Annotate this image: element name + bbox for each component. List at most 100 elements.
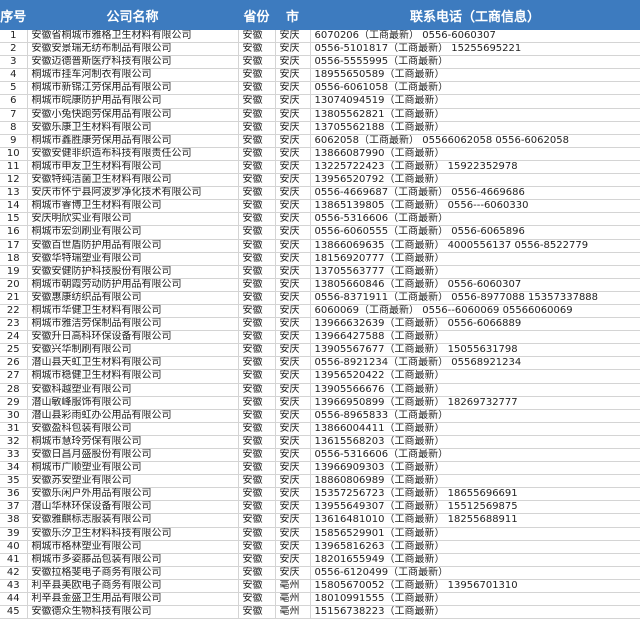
cell-company: 利辛县美欧电子商务有限公司 <box>27 579 239 594</box>
cell-province: 安徽 <box>238 225 276 240</box>
cell-company: 安徽升日高科环保设备有限公司 <box>27 330 239 345</box>
cell-company: 桐城市格林塑业有限公司 <box>27 540 239 554</box>
cell-city: 安庆 <box>275 343 311 358</box>
cell-province: 安徽 <box>238 527 276 541</box>
cell-company: 安徽迈德普斯医疗科技有限公司 <box>27 55 239 70</box>
cell-index: 40 <box>0 540 28 554</box>
cell-phone: 13705562188（工商最新） <box>310 121 640 135</box>
table-row: 37 潜山华林环保设备有限公司 安徽 安庆 13955649307（工商最新） 1551… <box>0 500 640 515</box>
cell-city: 安庆 <box>275 330 311 345</box>
cell-company: 安徽小兔快跑劳保用品有限公司 <box>27 108 239 122</box>
table-row: 6 桐城市皖康防护用品有限公司 安徽 安庆 13074094519（工商最新） <box>0 94 640 109</box>
cell-company: 安徽安景瑞无纺布制品有限公司 <box>27 42 239 57</box>
cell-phone: 18955650589（工商最新） <box>310 68 640 83</box>
cell-company: 安徽乐汐卫生材料科技有限公司 <box>27 527 239 541</box>
cell-city: 亳州 <box>275 592 311 607</box>
cell-phone: 13956520792（工商最新） <box>310 173 640 188</box>
cell-phone: 0556-8371911（工商最新） 0556-8977088 15357337… <box>310 291 640 305</box>
cell-index: 8 <box>0 121 28 135</box>
table-row: 34 桐城市广顺塑业有限公司 安徽 安庆 13966909303（工商最新） <box>0 461 640 476</box>
cell-province: 安徽 <box>238 30 276 44</box>
cell-province: 安徽 <box>238 396 276 410</box>
table-row: 39 安徽乐汐卫生材料科技有限公司 安徽 安庆 15856529901（工商最新） <box>0 527 640 541</box>
cell-province: 安徽 <box>238 513 276 528</box>
cell-city: 安庆 <box>275 199 311 214</box>
cell-city: 安庆 <box>275 369 311 384</box>
cell-company: 潜山华林环保设备有限公司 <box>27 500 239 515</box>
cell-city: 安庆 <box>275 553 311 567</box>
cell-index: 22 <box>0 304 28 319</box>
cell-city: 安庆 <box>275 448 311 463</box>
table-row: 13 安庆市怀宁县阿波罗净化技术有限公司 安徽 安庆 0556-4669687（工商最新… <box>0 186 640 201</box>
cell-phone: 13955649307（工商最新） 15512569875 <box>310 500 640 515</box>
cell-index: 21 <box>0 291 28 305</box>
cell-index: 36 <box>0 487 28 502</box>
cell-province: 安徽 <box>238 435 276 450</box>
cell-index: 13 <box>0 186 28 201</box>
cell-index: 15 <box>0 212 28 227</box>
cell-company: 安徽乐闲户外用品有限公司 <box>27 487 239 502</box>
cell-company: 桐城市新锦江劳保用品有限公司 <box>27 81 239 96</box>
table-row: 25 安徽兴华制刷有限公司 安徽 安庆 13905567677（工商最新） 150556… <box>0 343 640 358</box>
table-row: 16 桐城市宏剑刷业有限公司 安徽 安庆 0556-6060555（工商最新） 0556… <box>0 225 640 240</box>
cell-phone: 13616481010（工商最新） 18255688911 <box>310 513 640 528</box>
cell-city: 安庆 <box>275 396 311 410</box>
cell-index: 12 <box>0 173 28 188</box>
table-row: 43 利辛县美欧电子商务有限公司 安徽 亳州 15805670052（工商最新） 139… <box>0 579 640 594</box>
cell-phone: 13866087990（工商最新） <box>310 147 640 161</box>
cell-city: 安庆 <box>275 435 311 450</box>
cell-company: 安庆明欣实业有限公司 <box>27 212 239 227</box>
cell-company: 安徽安健防护科技股份有限公司 <box>27 265 239 279</box>
cell-index: 17 <box>0 239 28 253</box>
cell-city: 安庆 <box>275 383 311 397</box>
cell-city: 安庆 <box>275 42 311 57</box>
cell-city: 安庆 <box>275 265 311 279</box>
header-company: 公司名称 <box>27 0 239 30</box>
cell-index: 7 <box>0 108 28 122</box>
cell-phone: 0556-8921234（工商最新） 05568921234 <box>310 356 640 371</box>
cell-city: 安庆 <box>275 239 311 253</box>
cell-province: 安徽 <box>238 409 276 423</box>
cell-province: 安徽 <box>238 160 276 175</box>
table-row: 28 安徽科越塑业有限公司 安徽 安庆 13905566676（工商最新） <box>0 383 640 397</box>
table-row: 24 安徽升日高科环保设备有限公司 安徽 安庆 13966427588（工商最新） <box>0 330 640 345</box>
cell-company: 桐城市挂车河制衣有限公司 <box>27 68 239 83</box>
cell-province: 安徽 <box>238 291 276 305</box>
cell-province: 安徽 <box>238 265 276 279</box>
cell-city: 安庆 <box>275 409 311 423</box>
table-row: 9 桐城市鑫胜康劳保用品有限公司 安徽 安庆 6062058（工商最新） 0556606… <box>0 134 640 148</box>
cell-phone: 6060069（工商最新） 0556--6060069 05566060069 <box>310 304 640 319</box>
cell-city: 安庆 <box>275 461 311 476</box>
cell-city: 安庆 <box>275 94 311 109</box>
table-row: 32 桐城市慧玲劳保有限公司 安徽 安庆 13615568203（工商最新） <box>0 435 640 450</box>
table-row: 36 安徽乐闲户外用品有限公司 安徽 安庆 15357256723（工商最新） 1865… <box>0 487 640 502</box>
cell-city: 安庆 <box>275 527 311 541</box>
cell-phone: 18860806989（工商最新） <box>310 474 640 489</box>
cell-company: 潜山县天虹卫生材料有限公司 <box>27 356 239 371</box>
table-row: 15 安庆明欣实业有限公司 安徽 安庆 0556-5316606（工商最新） <box>0 212 640 227</box>
cell-province: 安徽 <box>238 134 276 148</box>
cell-index: 31 <box>0 422 28 436</box>
cell-phone: 0556-5101817（工商最新） 15255695221 <box>310 42 640 57</box>
cell-province: 安徽 <box>238 68 276 83</box>
cell-company: 桐城市稳健卫生材料有限公司 <box>27 369 239 384</box>
cell-company: 桐城市多姿藤品包装有限公司 <box>27 553 239 567</box>
cell-company: 安徽惠康纺织品有限公司 <box>27 291 239 305</box>
cell-city: 安庆 <box>275 68 311 83</box>
table-row: 30 潜山县彩雨虹办公用品有限公司 安徽 安庆 0556-8965833（工商最新） <box>0 409 640 423</box>
cell-city: 安庆 <box>275 291 311 305</box>
header-city: 市 <box>275 0 311 30</box>
table-row: 2 安徽安景瑞无纺布制品有限公司 安徽 安庆 0556-5101817（工商最新） 15… <box>0 42 640 57</box>
cell-phone: 0556-6061058（工商最新） <box>310 81 640 96</box>
cell-index: 18 <box>0 252 28 266</box>
cell-index: 37 <box>0 500 28 515</box>
cell-company: 安徽华特瑞塑业有限公司 <box>27 252 239 266</box>
cell-index: 44 <box>0 592 28 607</box>
header-row: 序号 公司名称 省份 市 联系电话（工商信息） <box>0 0 640 30</box>
table-row: 11 桐城市申友卫生材料有限公司 安徽 安庆 13225722423（工商最新） 159… <box>0 160 640 175</box>
table-row: 1 安徽省桐城市雅格卫生材料有限公司 安徽 安庆 6070206（工商最新） 0556-… <box>0 30 640 44</box>
cell-province: 安徽 <box>238 383 276 397</box>
cell-city: 安庆 <box>275 30 311 44</box>
cell-province: 安徽 <box>238 199 276 214</box>
